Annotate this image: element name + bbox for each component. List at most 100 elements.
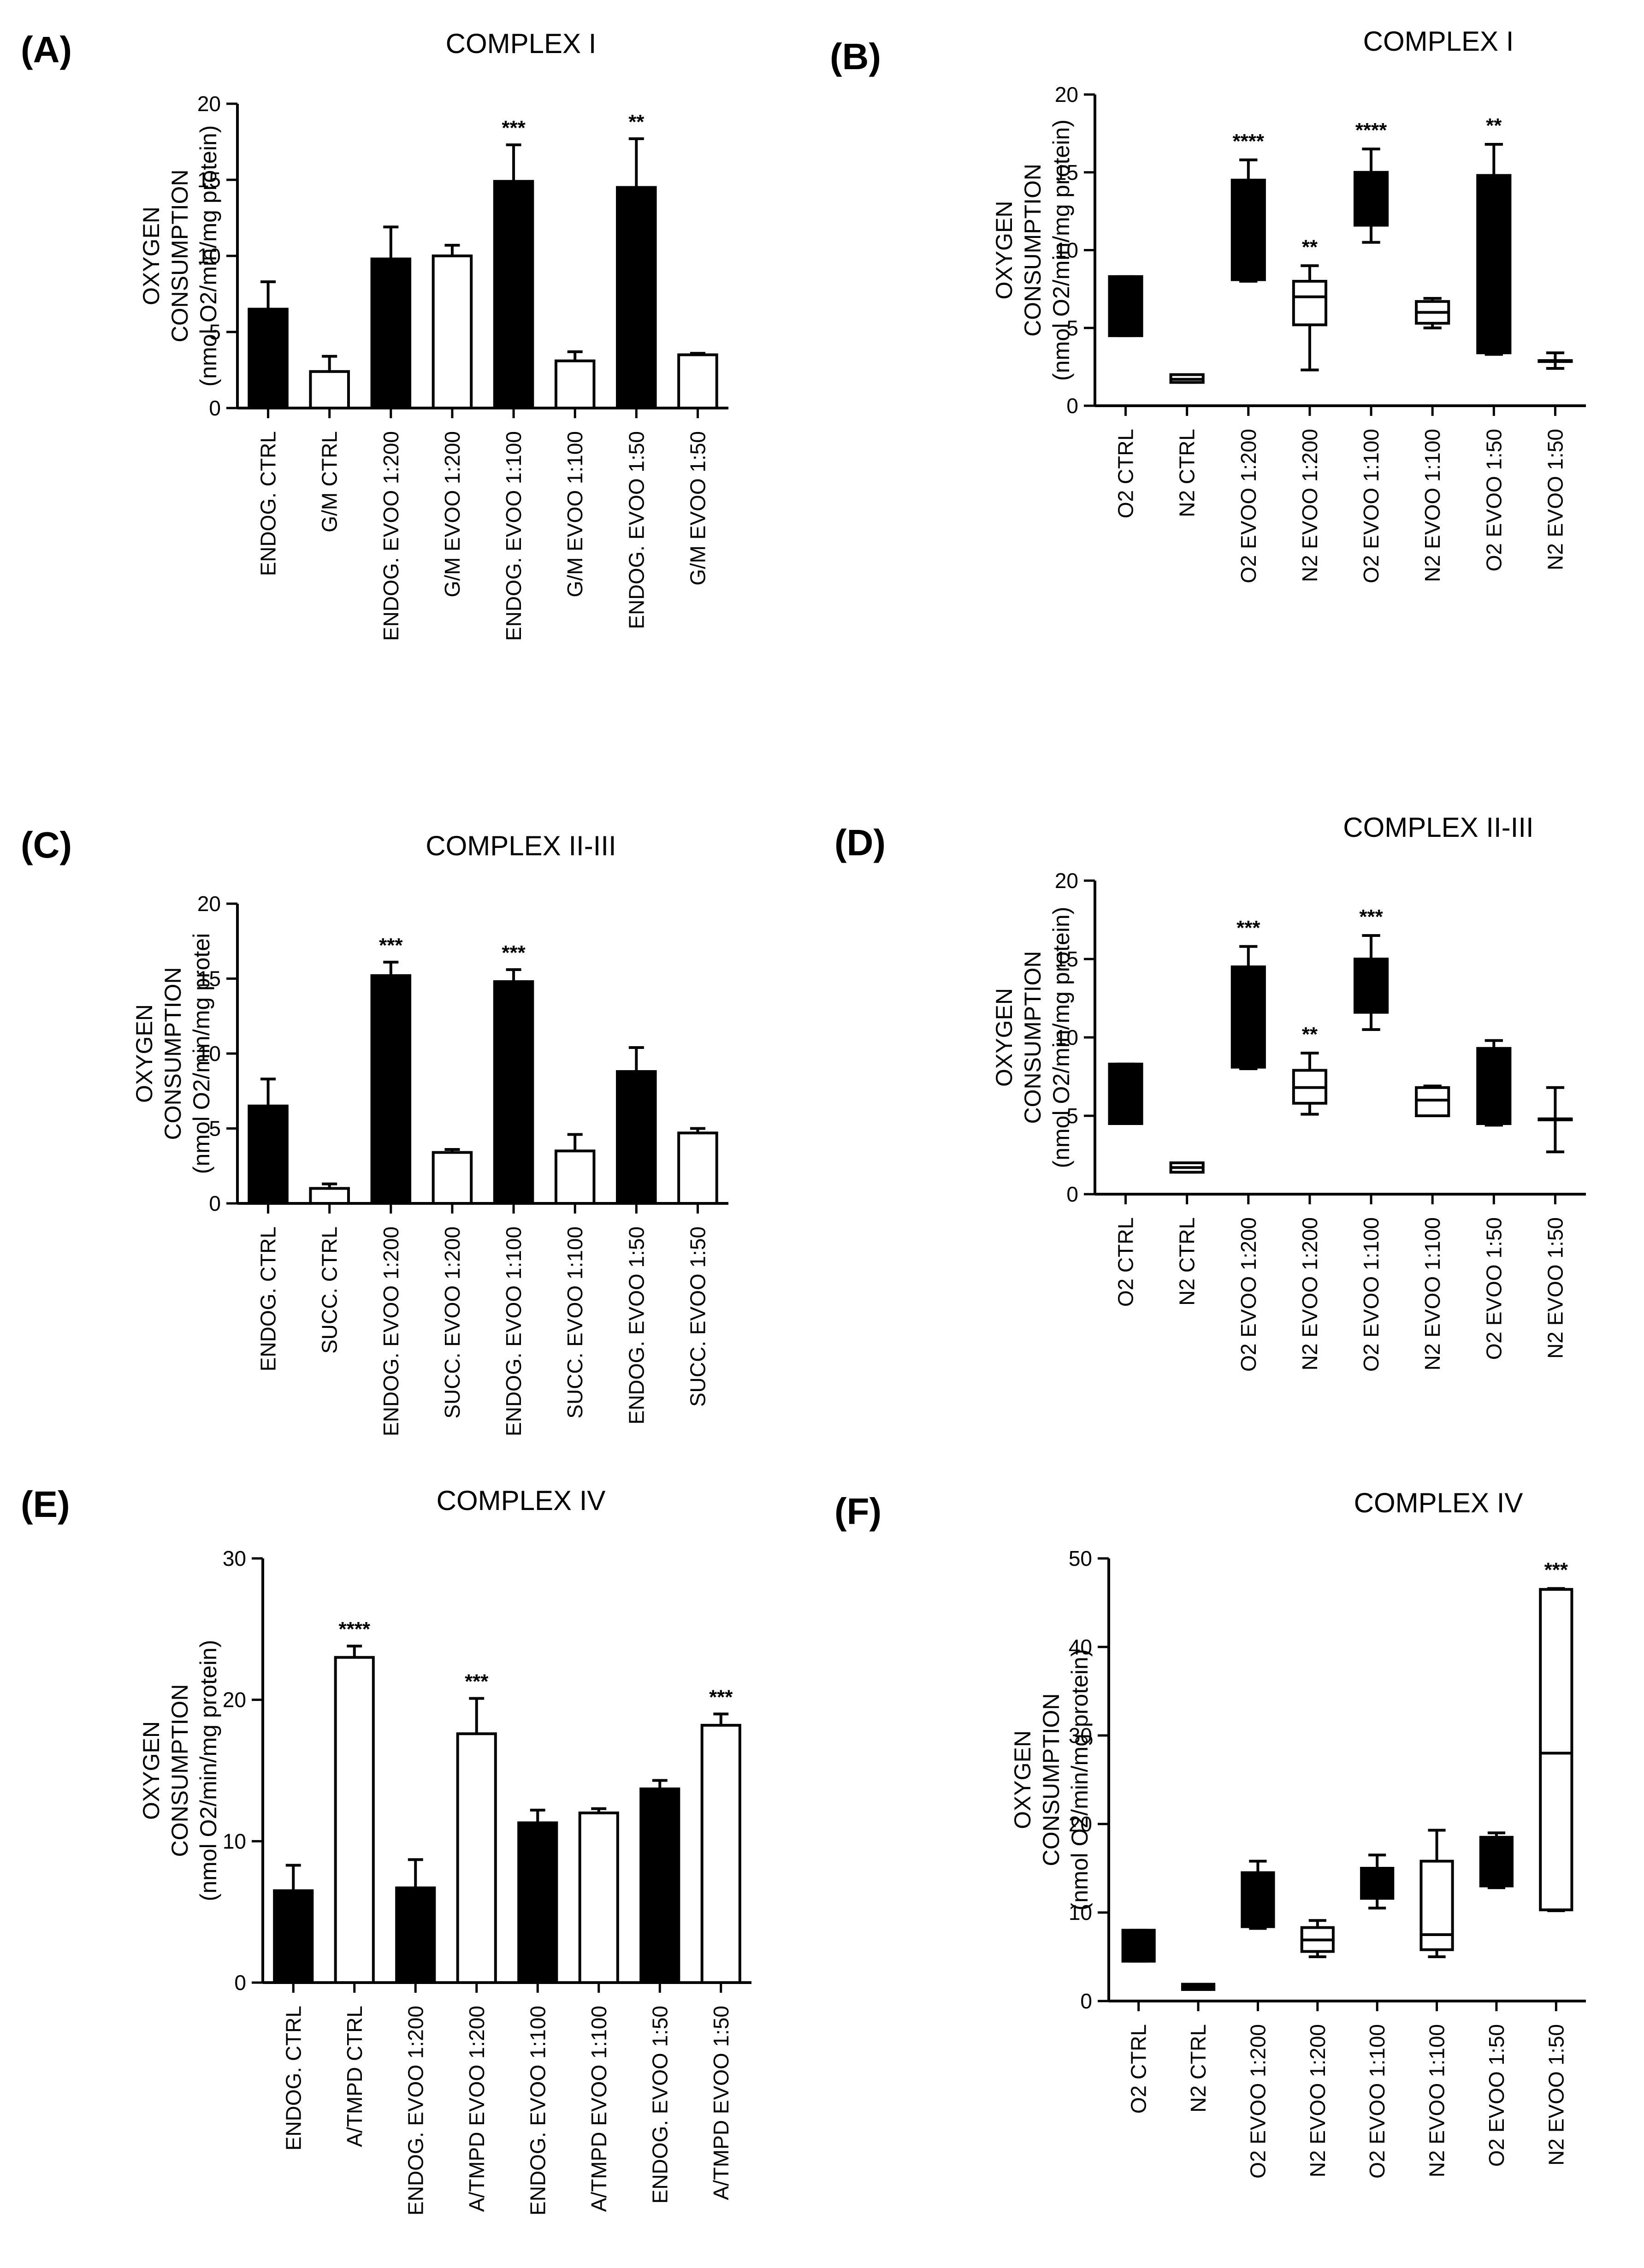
x-tick-label: O2 EVOO 1:200 [1246, 2024, 1270, 2179]
x-tick-label: N2 CTRL [1175, 1217, 1199, 1306]
y-axis-label: (nmol O2/min/mg protein) [195, 125, 221, 387]
y-tick-label: 20 [1069, 1812, 1092, 1836]
box [1230, 965, 1266, 1069]
bar [432, 255, 473, 409]
bar [370, 257, 412, 409]
panel-f: (F) COMPLEX IV OXYGEN CONSUMPTION (nmol O2/m… [834, 1487, 1586, 2179]
y-tick-label: 15 [1055, 947, 1078, 971]
y-tick-label: 50 [1069, 1546, 1092, 1570]
y-axis-label: CONSUMPTION [167, 1684, 193, 1857]
x-tick-label: G/M CTRL [318, 431, 342, 533]
y-tick-label: 20 [1055, 83, 1078, 107]
y-axis-label: (nmol O2/min/mg protein) [1048, 119, 1074, 381]
y-axis-label: CONSUMPTION [160, 967, 186, 1140]
x-tick-label: ENDOG. EVOO 1:200 [379, 431, 403, 641]
bar [309, 1187, 350, 1205]
y-tick-label: 20 [197, 92, 221, 116]
y-tick-label: 10 [197, 1042, 221, 1066]
x-tick-label: ENDOG. EVOO 1:100 [526, 2006, 550, 2215]
bar [370, 974, 412, 1205]
y-tick-label: 10 [1055, 238, 1078, 262]
y-tick-label: 10 [1055, 1025, 1078, 1049]
bar [493, 980, 534, 1205]
box [1230, 178, 1266, 281]
y-axis-label: OXYGEN [138, 1721, 164, 1820]
significance-marker: **** [1233, 130, 1265, 153]
y-tick-label: 15 [197, 168, 221, 192]
box [1108, 275, 1143, 338]
y-tick-label: 15 [197, 967, 221, 991]
y-axis-label: CONSUMPTION [1038, 1694, 1064, 1866]
bar [639, 1787, 680, 1984]
bar [248, 1104, 289, 1205]
panel-label: (A) [21, 29, 72, 70]
x-tick-label: G/M EVOO 1:200 [440, 431, 464, 597]
box [1121, 1929, 1156, 1963]
significance-marker: ** [1302, 236, 1318, 258]
panel-label: (C) [21, 824, 72, 865]
x-tick-label: A/TMPD EVOO 1:100 [587, 2006, 611, 2212]
x-tick-label: ENDOG. EVOO 1:50 [648, 2006, 672, 2203]
box [1415, 1086, 1450, 1118]
x-tick-label: N2 EVOO 1:100 [1420, 1217, 1444, 1370]
x-tick-label: SUCC. EVOO 1:100 [563, 1226, 587, 1419]
x-tick-label: N2 EVOO 1:200 [1298, 429, 1322, 582]
x-tick-label: ENDOG. EVOO 1:100 [502, 1226, 526, 1436]
y-tick-label: 0 [1066, 1182, 1078, 1206]
bar [432, 1151, 473, 1205]
bar [677, 1131, 718, 1205]
x-tick-label: ENDOG. EVOO 1:100 [502, 431, 526, 641]
bar [395, 1886, 436, 1984]
x-tick-label: O2 EVOO 1:50 [1482, 1217, 1506, 1360]
significance-marker: *** [465, 1670, 489, 1693]
box [1476, 174, 1512, 355]
y-tick-label: 5 [1066, 316, 1078, 340]
x-tick-label: N2 EVOO 1:50 [1543, 1217, 1567, 1359]
bar [677, 353, 718, 409]
y-tick-label: 0 [1066, 394, 1078, 418]
significance-marker: *** [502, 942, 526, 964]
y-tick-label: 10 [1069, 1901, 1092, 1925]
box [1241, 1871, 1275, 1928]
chart-title: COMPLEX I [1363, 26, 1514, 57]
x-tick-label: ENDOG. EVOO 1:50 [624, 1226, 648, 1424]
chart-title: COMPLEX II-III [1343, 812, 1533, 843]
x-tick-label: ENDOG. CTRL [256, 431, 280, 576]
y-axis-label: OXYGEN [131, 1004, 157, 1103]
box [1360, 1867, 1395, 1900]
chart-title: COMPLEX IV [437, 1485, 606, 1516]
y-tick-label: 30 [223, 1546, 246, 1570]
y-axis-label: CONSUMPTION [167, 170, 193, 343]
x-tick-label: ENDOG. EVOO 1:200 [379, 1226, 403, 1436]
y-axis-label: (nmol O2/min/mg protein) [1067, 1649, 1093, 1911]
bar [517, 1821, 558, 1984]
x-tick-label: ENDOG. CTRL [256, 1226, 280, 1371]
panel-a: (A) COMPLEX I OXYGEN CONSUMPTION (nmol O2/mi… [21, 28, 728, 641]
x-tick-label: O2 EVOO 1:200 [1236, 1217, 1260, 1372]
y-tick-label: 0 [234, 1971, 246, 1995]
x-tick-label: O2 CTRL [1114, 429, 1138, 518]
y-tick-label: 0 [209, 396, 221, 420]
bar [456, 1732, 497, 1984]
significance-marker: *** [1544, 1558, 1568, 1581]
y-axis-label: (nmol O2/min/mg protei [189, 933, 214, 1174]
x-tick-label: O2 EVOO 1:100 [1359, 1217, 1383, 1372]
chart-title: COMPLEX IV [1354, 1487, 1523, 1518]
x-tick-label: G/M EVOO 1:50 [686, 431, 710, 586]
y-axis-label: OXYGEN [1010, 1730, 1035, 1829]
bar [273, 1889, 314, 1984]
box [1539, 1588, 1573, 1912]
x-tick-label: O2 EVOO 1:50 [1484, 2024, 1508, 2167]
box [1419, 1859, 1454, 1951]
y-tick-label: 30 [1069, 1723, 1092, 1747]
x-tick-label: N2 CTRL [1186, 2024, 1210, 2113]
panel-label: (F) [834, 1491, 881, 1532]
bar [554, 1149, 596, 1205]
bar [616, 1070, 657, 1205]
panel-label: (E) [21, 1484, 70, 1525]
significance-marker: *** [379, 934, 403, 957]
significance-marker: *** [1236, 917, 1260, 939]
y-axis-label: OXYGEN [991, 988, 1017, 1087]
x-tick-label: O2 EVOO 1:200 [1236, 429, 1260, 583]
